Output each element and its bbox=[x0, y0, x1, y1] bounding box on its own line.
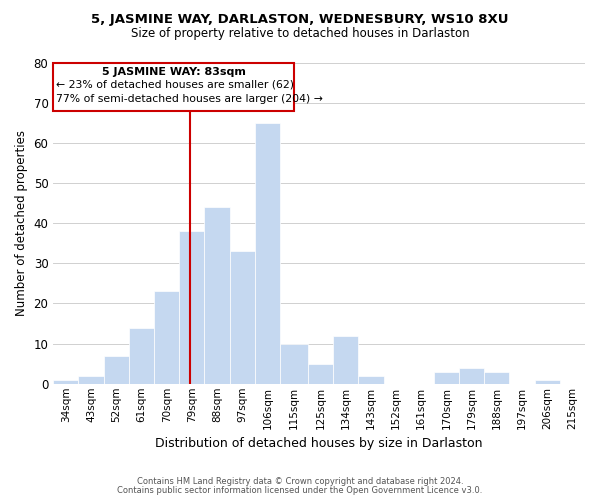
Text: Contains HM Land Registry data © Crown copyright and database right 2024.: Contains HM Land Registry data © Crown c… bbox=[137, 477, 463, 486]
Bar bbox=[79, 376, 104, 384]
FancyBboxPatch shape bbox=[53, 62, 294, 110]
Bar bbox=[459, 368, 484, 384]
Bar bbox=[230, 251, 255, 384]
Text: 5, JASMINE WAY, DARLASTON, WEDNESBURY, WS10 8XU: 5, JASMINE WAY, DARLASTON, WEDNESBURY, W… bbox=[91, 12, 509, 26]
Bar bbox=[308, 364, 333, 384]
Text: Contains public sector information licensed under the Open Government Licence v3: Contains public sector information licen… bbox=[118, 486, 482, 495]
Bar bbox=[154, 292, 179, 384]
Bar bbox=[104, 356, 129, 384]
Bar bbox=[179, 231, 205, 384]
X-axis label: Distribution of detached houses by size in Darlaston: Distribution of detached houses by size … bbox=[155, 437, 483, 450]
Bar bbox=[358, 376, 383, 384]
Text: 5 JASMINE WAY: 83sqm: 5 JASMINE WAY: 83sqm bbox=[101, 66, 245, 76]
Bar bbox=[255, 122, 280, 384]
Bar bbox=[129, 328, 154, 384]
Text: Size of property relative to detached houses in Darlaston: Size of property relative to detached ho… bbox=[131, 28, 469, 40]
Y-axis label: Number of detached properties: Number of detached properties bbox=[15, 130, 28, 316]
Bar bbox=[205, 207, 230, 384]
Bar bbox=[53, 380, 79, 384]
Bar bbox=[484, 372, 509, 384]
Bar bbox=[280, 344, 308, 384]
Bar bbox=[333, 336, 358, 384]
Bar bbox=[434, 372, 459, 384]
Bar bbox=[535, 380, 560, 384]
Text: 77% of semi-detached houses are larger (204) →: 77% of semi-detached houses are larger (… bbox=[56, 94, 323, 104]
Text: ← 23% of detached houses are smaller (62): ← 23% of detached houses are smaller (62… bbox=[56, 80, 294, 90]
